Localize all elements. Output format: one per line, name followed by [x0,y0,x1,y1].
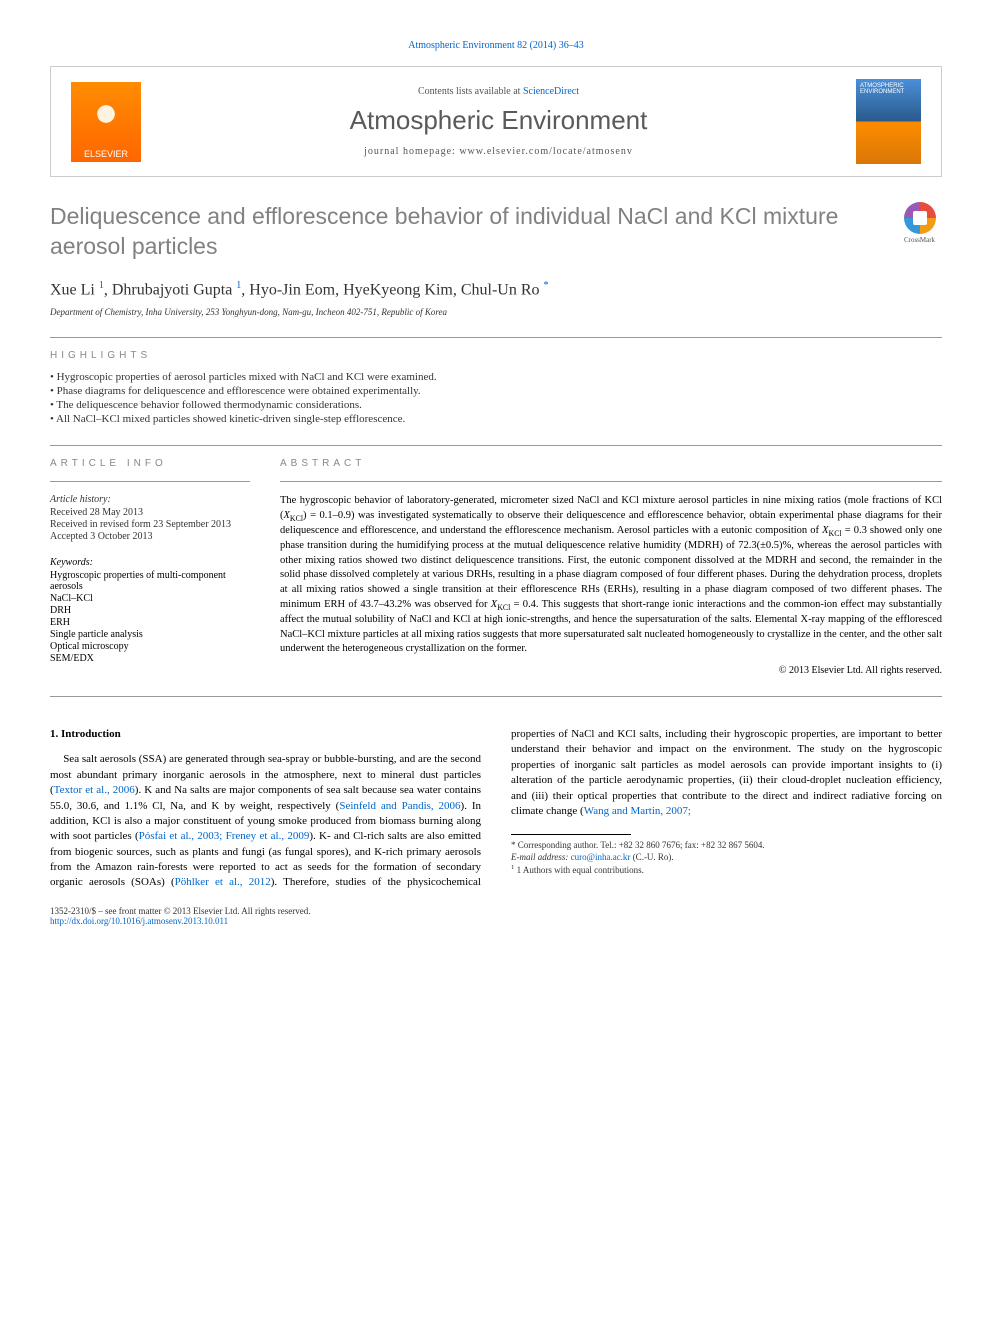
crossmark-icon [904,202,936,234]
highlight-item: Phase diagrams for deliquescence and eff… [50,385,942,397]
page-footer: 1352-2310/$ – see front matter © 2013 El… [50,906,942,926]
keyword-item: NaCl–KCl [50,593,250,604]
journal-cover-thumbnail: ATMOSPHERIC ENVIRONMENT [856,79,921,164]
ref-link[interactable]: Pósfai et al., 2003; Freney et al., 2009 [139,830,310,842]
abstract-text: The hygroscopic behavior of laboratory-g… [280,494,942,657]
journal-homepage: journal homepage: www.elsevier.com/locat… [161,146,836,157]
elsevier-logo: ELSEVIER [71,82,141,162]
corresponding-author-footnote: * Corresponding author. Tel.: +82 32 860… [511,840,942,852]
contents-available-line: Contents lists available at ScienceDirec… [161,86,836,97]
email-suffix: (C.-U. Ro). [630,852,673,862]
equal-contrib-text: 1 Authors with equal contributions. [517,865,644,875]
homepage-label: journal homepage: [364,146,459,157]
history-received: Received 28 May 2013 [50,507,250,518]
highlight-item: All NaCl–KCl mixed particles showed kine… [50,413,942,425]
keyword-item: Hygroscopic properties of multi-componen… [50,570,250,592]
ref-link[interactable]: Wang and Martin, 2007; [584,805,691,817]
intro-heading: 1. Introduction [50,727,481,742]
highlight-item: Hygroscopic properties of aerosol partic… [50,371,942,383]
journal-header-box: ELSEVIER Contents lists available at Sci… [50,66,942,177]
keyword-item: DRH [50,605,250,616]
issn-line: 1352-2310/$ – see front matter © 2013 El… [50,906,942,916]
history-heading: Article history: [50,494,250,505]
keyword-item: Single particle analysis [50,629,250,640]
keyword-item: ERH [50,617,250,628]
history-revised: Received in revised form 23 September 20… [50,519,250,530]
journal-name: Atmospheric Environment [161,105,836,136]
ref-link[interactable]: Textor et al., 2006 [54,784,135,796]
abstract-label: ABSTRACT [280,458,942,469]
article-title: Deliquescence and efflorescence behavior… [50,202,882,262]
equal-contrib-footnote: 1 1 Authors with equal contributions. [511,864,942,877]
keywords-heading: Keywords: [50,557,250,568]
article-info-label: ARTICLE INFO [50,458,250,469]
history-accepted: Accepted 3 October 2013 [50,531,250,542]
email-link[interactable]: curo@inha.ac.kr [571,852,631,862]
ref-link[interactable]: Pöhlker et al., 2012 [175,876,271,888]
keyword-item: Optical microscopy [50,641,250,652]
contents-text: Contents lists available at [418,86,523,97]
affiliation: Department of Chemistry, Inha University… [50,307,942,317]
crossmark-badge[interactable]: CrossMark [897,202,942,247]
authors-line: Xue Li 1, Dhrubajyoti Gupta 1, Hyo-Jin E… [50,280,942,299]
email-label: E-mail address: [511,852,571,862]
highlight-item: The deliquescence behavior followed ther… [50,399,942,411]
homepage-url[interactable]: www.elsevier.com/locate/atmosenv [459,146,633,157]
highlights-label: HIGHLIGHTS [50,350,942,361]
article-history: Article history: Received 28 May 2013 Re… [50,494,250,542]
keyword-item: SEM/EDX [50,653,250,664]
ref-link[interactable]: Seinfeld and Pandis, 2006 [339,800,460,812]
copyright-line: © 2013 Elsevier Ltd. All rights reserved… [280,665,942,676]
keywords-block: Keywords: Hygroscopic properties of mult… [50,557,250,664]
header-citation: Atmospheric Environment 82 (2014) 36–43 [50,40,942,51]
sciencedirect-link[interactable]: ScienceDirect [523,86,579,97]
doi-link[interactable]: http://dx.doi.org/10.1016/j.atmosenv.201… [50,916,228,926]
highlights-list: Hygroscopic properties of aerosol partic… [50,371,942,425]
email-footnote: E-mail address: curo@inha.ac.kr (C.-U. R… [511,852,942,864]
journal-cover-text: ATMOSPHERIC ENVIRONMENT [860,83,921,95]
crossmark-label: CrossMark [904,236,935,244]
elsevier-logo-text: ELSEVIER [84,149,128,162]
